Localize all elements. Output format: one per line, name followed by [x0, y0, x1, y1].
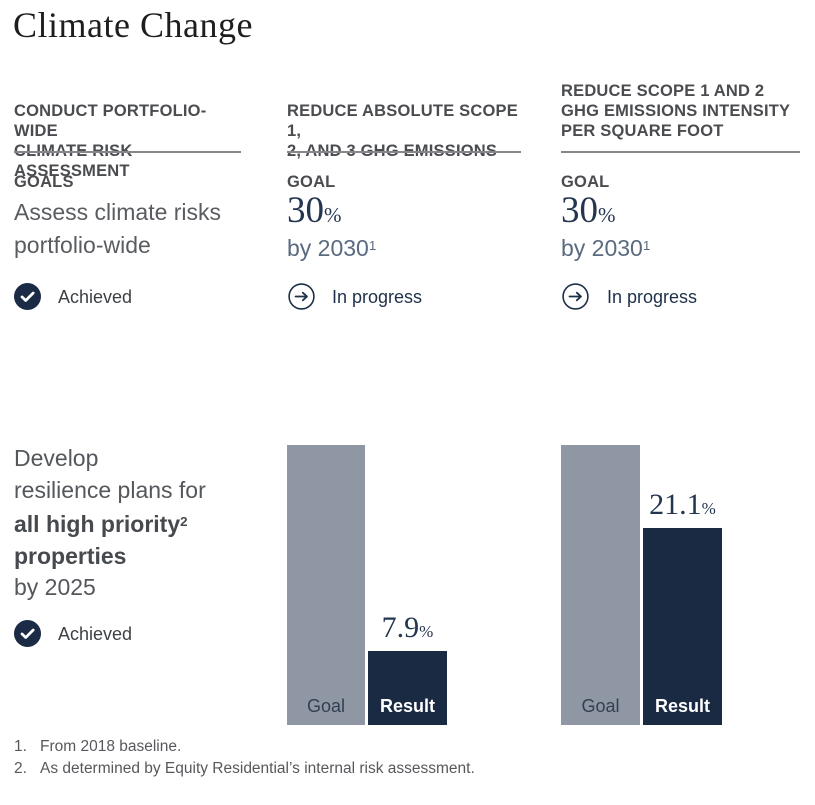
chart1-goal-bar: Goal [287, 445, 365, 725]
page-title: Climate Change [13, 5, 253, 45]
check-icon [14, 283, 41, 310]
chart1-result-value-label: 7.9% [381, 611, 434, 644]
footnote-1-text: From 2018 baseline. [40, 738, 182, 755]
chart2-result-value-label: 21.1% [649, 488, 716, 521]
resilience-line-3: all high priority2 [14, 511, 188, 537]
goal-deadline: by 20301 [287, 231, 376, 263]
percent-sign: % [598, 203, 616, 227]
goal-label: GOAL [561, 173, 610, 191]
arrow-right-icon [562, 283, 589, 310]
footnote-1-number: 1. [14, 738, 27, 755]
resilience-line-5: by 2025 [14, 574, 96, 600]
goal-value-30-percent: 30% [561, 192, 616, 234]
goal-label: GOAL [287, 173, 336, 191]
status-achieved-label: Achieved [58, 287, 133, 307]
chart1-goal-bar-label: Goal [306, 696, 346, 716]
goal-deadline: by 20301 [561, 231, 650, 263]
chart2-result-bar: Result [643, 528, 722, 725]
chart2-goal-bar: Goal [561, 445, 640, 725]
footnote-2-text: As determined by Equity Residential’s in… [40, 760, 475, 777]
chart2-goal-bar-label: Goal [581, 696, 620, 716]
resilience-line-4: properties [14, 542, 127, 569]
footnote-ref-1: 1 [642, 238, 651, 253]
chart2-result-bar-label: Result [654, 696, 710, 716]
goal-deadline-text: by 2030 [561, 235, 643, 261]
resilience-line-2: resilience plans for [14, 476, 206, 503]
percent-sign: % [324, 203, 342, 227]
resilience-line-1: Develop [14, 445, 99, 471]
column-header-reduce-emissions-intensity: REDUCE SCOPE 1 AND 2 GHG EMISSIONS INTEN… [561, 82, 791, 140]
chart1-result-bar-label: Result [379, 696, 435, 716]
check-icon [14, 620, 41, 647]
chart1-result-bar: Result [368, 651, 447, 725]
goal-text-assess-climate-risks: Assess climate risks portfolio-wide [14, 199, 222, 258]
footnote-ref-1: 1 [368, 238, 377, 253]
arrow-right-icon [288, 283, 315, 310]
status-in-progress-label: In progress [607, 287, 698, 307]
goal-value-30-percent: 30% [287, 192, 342, 234]
goal-deadline-text: by 2030 [287, 235, 369, 261]
resilience-goal-text: Develop resilience plans for all high pr… [14, 443, 274, 604]
goal-value-number: 30 [561, 190, 598, 231]
footnote-ref-2: 2 [180, 514, 188, 529]
footnote-2-number: 2. [14, 760, 27, 777]
goals-label: GOALS [14, 173, 74, 191]
column-divider-rule [287, 151, 521, 153]
goal-value-number: 30 [287, 190, 324, 231]
status-in-progress-label: In progress [332, 287, 423, 307]
column-header-climate-risk-assessment: CONDUCT PORTFOLIO-WIDE CLIMATE RISK ASSE… [14, 102, 207, 180]
column-divider-rule [561, 151, 800, 153]
column-divider-rule [14, 151, 241, 153]
status-achieved-label: Achieved [58, 624, 133, 644]
